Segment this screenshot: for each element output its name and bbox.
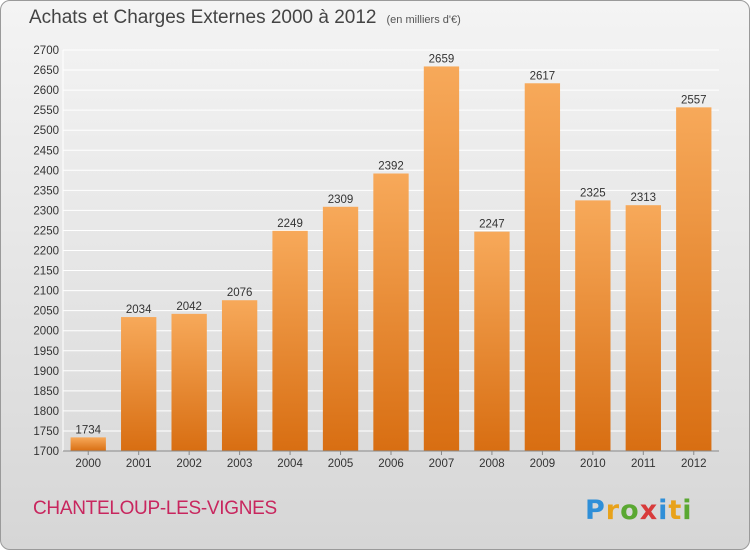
x-tick-label: 2009 — [530, 458, 556, 470]
data-label: 1734 — [75, 424, 101, 436]
data-label: 2313 — [631, 192, 657, 204]
bar-2005 — [322, 206, 359, 451]
proxiti-logo: Proxiti — [585, 495, 693, 525]
y-tick-label: 1850 — [33, 386, 59, 398]
y-tick-label: 2700 — [33, 45, 59, 57]
bars — [70, 66, 712, 452]
chart-title-line: Achats et Charges Externes 2000 à 2012 (e… — [29, 7, 461, 29]
y-tick-label: 1750 — [33, 426, 59, 438]
x-tick-label: 2011 — [631, 458, 656, 470]
x-tick-label: 2006 — [378, 458, 404, 470]
data-label: 2034 — [126, 304, 152, 316]
x-tick-label: 2001 — [126, 458, 152, 470]
y-tick-label: 2600 — [33, 85, 59, 97]
y-tick-label: 1800 — [33, 406, 59, 418]
x-axis-ticks: 2000 2001 2002 2003 2004 2005 2006 2007 2008 2009… — [63, 450, 719, 470]
bar-2010 — [575, 200, 611, 451]
bar-2007 — [423, 66, 460, 451]
y-tick-label: 2200 — [33, 246, 59, 258]
chart-unit: (en milliers d'€) — [386, 14, 461, 26]
x-tick-label: 2008 — [479, 458, 505, 470]
bar-2012 — [676, 107, 712, 451]
y-tick-label: 2150 — [33, 266, 59, 278]
bar-2000 — [70, 437, 106, 451]
y-tick-label: 2000 — [33, 326, 59, 338]
y-axis-ticks: 1700 1750 1800 1850 1900 1950 2000 2050 2100 2150… — [33, 45, 59, 458]
y-tick-label: 2450 — [33, 145, 59, 157]
y-tick-label: 1900 — [33, 366, 59, 378]
y-tick-label: 1950 — [33, 346, 59, 358]
svg-text:Proxiti: Proxiti — [585, 495, 693, 525]
x-tick-label: 2000 — [75, 458, 101, 470]
x-tick-label: 2005 — [328, 458, 354, 470]
data-label: 2042 — [176, 301, 202, 313]
data-label: 2247 — [479, 219, 505, 231]
data-label: 2249 — [277, 218, 303, 230]
x-tick-label: 2010 — [580, 458, 606, 470]
place-name: CHANTELOUP-LES-VIGNES — [33, 498, 277, 519]
y-tick-label: 2300 — [33, 205, 59, 217]
y-tick-label: 2650 — [33, 65, 59, 77]
y-tick-label: 2350 — [33, 185, 59, 197]
bar-2001 — [121, 317, 157, 451]
bar-chart: 1700 1750 1800 1850 1900 1950 2000 2050 2100 2150… — [33, 45, 719, 470]
x-tick-label: 2004 — [277, 458, 303, 470]
data-label: 2309 — [328, 194, 354, 206]
bar-2006 — [373, 173, 409, 451]
data-label: 2659 — [429, 53, 455, 65]
x-tick-label: 2007 — [429, 458, 455, 470]
data-label: 2076 — [227, 287, 253, 299]
bar-2004 — [272, 230, 308, 451]
data-label: 2392 — [378, 161, 404, 173]
y-tick-label: 2500 — [33, 125, 59, 137]
bar-2003 — [221, 300, 258, 451]
data-label: 2617 — [530, 70, 556, 82]
y-tick-label: 2400 — [33, 165, 59, 177]
data-labels: 1734 2034 2042 2076 2249 2309 2392 2659 2247 2617… — [75, 53, 706, 436]
bar-2002 — [171, 313, 207, 451]
bar-2009 — [524, 83, 561, 452]
bar-2011 — [625, 205, 661, 451]
y-tick-label: 2100 — [33, 286, 59, 298]
x-tick-label: 2002 — [176, 458, 202, 470]
y-tick-label: 1700 — [33, 446, 59, 458]
data-label: 2557 — [681, 94, 707, 106]
y-tick-label: 2550 — [33, 105, 59, 117]
bar-2008 — [474, 231, 510, 451]
y-tick-label: 2050 — [33, 306, 59, 318]
chart-title: Achats et Charges Externes 2000 à 2012 — [29, 7, 377, 28]
data-label: 2325 — [580, 187, 606, 199]
y-tick-label: 2250 — [33, 225, 59, 237]
x-tick-label: 2003 — [227, 458, 253, 470]
x-tick-label: 2012 — [681, 458, 707, 470]
